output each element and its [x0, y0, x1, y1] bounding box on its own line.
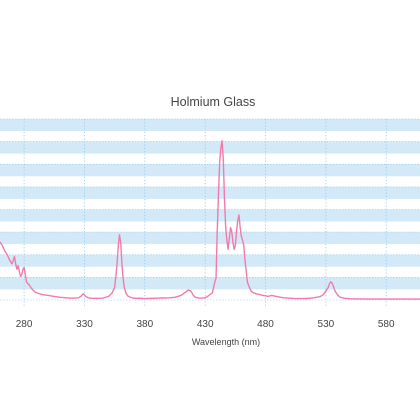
x-tick-label: 430 — [197, 319, 214, 330]
series-layer — [0, 140, 420, 300]
grid-vertical-lines — [23, 119, 387, 306]
x-tick-label: 330 — [76, 319, 93, 330]
x-tick-label: 280 — [16, 319, 33, 330]
spectrum-series-line — [0, 140, 420, 300]
x-tick-label: 480 — [257, 319, 274, 330]
grid-band — [0, 164, 420, 177]
grid-band — [0, 277, 420, 290]
grid-band — [0, 232, 420, 245]
x-tick-label: 580 — [378, 319, 395, 330]
grid-band — [0, 119, 420, 131]
grid-band — [0, 209, 420, 222]
x-tick-labels: 280 330 380 430 480 530 580 — [16, 319, 395, 330]
grid-horizontal-lines — [0, 118, 420, 301]
grid-band — [0, 254, 420, 267]
x-tick-label: 530 — [318, 319, 335, 330]
grid-band — [0, 186, 420, 199]
x-axis-title: Wavelength (nm) — [192, 337, 260, 347]
grid-bands — [0, 119, 420, 290]
x-tick-label: 380 — [136, 319, 153, 330]
grid-band — [0, 141, 420, 154]
chart-title: Holmium Glass — [171, 95, 256, 109]
